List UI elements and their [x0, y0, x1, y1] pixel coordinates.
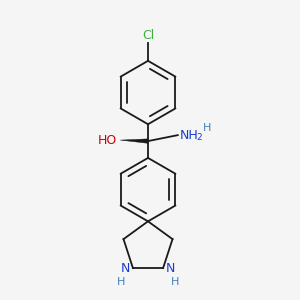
- Polygon shape: [120, 139, 148, 143]
- Text: H: H: [171, 277, 179, 287]
- Text: Cl: Cl: [142, 29, 154, 42]
- Text: HO: HO: [98, 134, 117, 147]
- Text: NH: NH: [180, 129, 199, 142]
- Text: N: N: [121, 262, 130, 275]
- Text: H: H: [202, 123, 211, 133]
- Text: H: H: [117, 277, 125, 287]
- Text: 2: 2: [196, 133, 202, 142]
- Text: N: N: [166, 262, 176, 275]
